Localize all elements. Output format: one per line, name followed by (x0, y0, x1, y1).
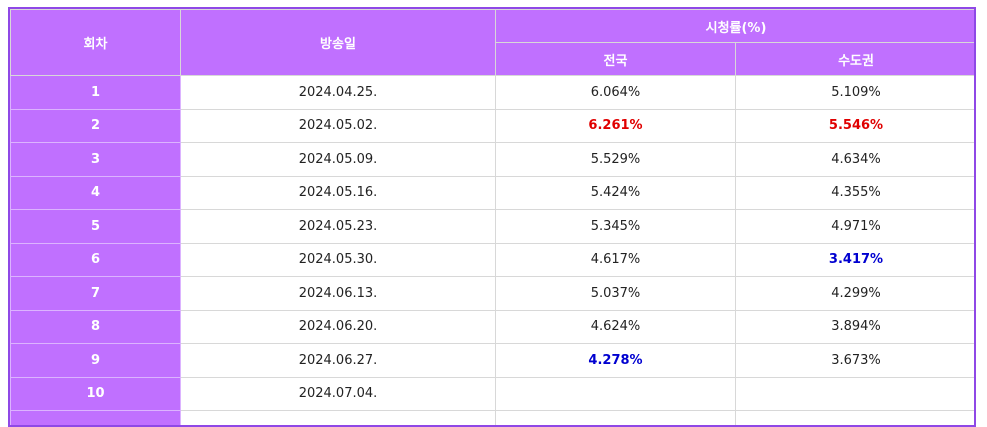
capital-rating-cell: 3.417% (736, 243, 977, 277)
capital-rating-cell (736, 377, 977, 411)
air-date-cell (181, 411, 496, 427)
episode-cell: 9 (11, 344, 181, 378)
header-episode: 회차 (11, 10, 181, 76)
nationwide-rating-cell: 5.345% (496, 210, 736, 244)
table-row (11, 411, 977, 427)
episode-cell: 8 (11, 310, 181, 344)
air-date-cell: 2024.04.25. (181, 76, 496, 110)
nationwide-rating-cell: 6.064% (496, 76, 736, 110)
nationwide-rating-cell: 5.424% (496, 176, 736, 210)
air-date-cell: 2024.05.23. (181, 210, 496, 244)
nationwide-rating-cell: 5.529% (496, 143, 736, 177)
air-date-cell: 2024.05.09. (181, 143, 496, 177)
episode-cell: 2 (11, 109, 181, 143)
header-nationwide: 전국 (496, 43, 736, 76)
capital-rating-cell: 4.971% (736, 210, 977, 244)
header-air-date: 방송일 (181, 10, 496, 76)
nationwide-rating-cell: 4.278% (496, 344, 736, 378)
episode-cell: 3 (11, 143, 181, 177)
air-date-cell: 2024.07.04. (181, 377, 496, 411)
episode-cell: 5 (11, 210, 181, 244)
capital-rating-cell: 5.109% (736, 76, 977, 110)
nationwide-rating-cell: 4.624% (496, 310, 736, 344)
capital-rating-cell (736, 411, 977, 427)
capital-rating-cell: 5.546% (736, 109, 977, 143)
air-date-cell: 2024.05.02. (181, 109, 496, 143)
header-capital-area: 수도권 (736, 43, 977, 76)
episode-cell: 6 (11, 243, 181, 277)
episode-cell: 1 (11, 76, 181, 110)
episode-cell: 7 (11, 277, 181, 311)
air-date-cell: 2024.06.27. (181, 344, 496, 378)
nationwide-rating-cell (496, 377, 736, 411)
air-date-cell: 2024.06.13. (181, 277, 496, 311)
episode-cell: 4 (11, 176, 181, 210)
header-ratings: 시청률(%) (496, 10, 977, 43)
capital-rating-cell: 4.355% (736, 176, 977, 210)
nationwide-rating-cell (496, 411, 736, 427)
nationwide-rating-cell: 4.617% (496, 243, 736, 277)
capital-rating-cell: 3.673% (736, 344, 977, 378)
capital-rating-cell: 3.894% (736, 310, 977, 344)
air-date-cell: 2024.05.30. (181, 243, 496, 277)
episode-cell (11, 411, 181, 427)
episode-cell: 10 (11, 377, 181, 411)
air-date-cell: 2024.05.16. (181, 176, 496, 210)
air-date-cell: 2024.06.20. (181, 310, 496, 344)
capital-rating-cell: 4.299% (736, 277, 977, 311)
nationwide-rating-cell: 5.037% (496, 277, 736, 311)
nationwide-rating-cell: 6.261% (496, 109, 736, 143)
capital-rating-cell: 4.634% (736, 143, 977, 177)
